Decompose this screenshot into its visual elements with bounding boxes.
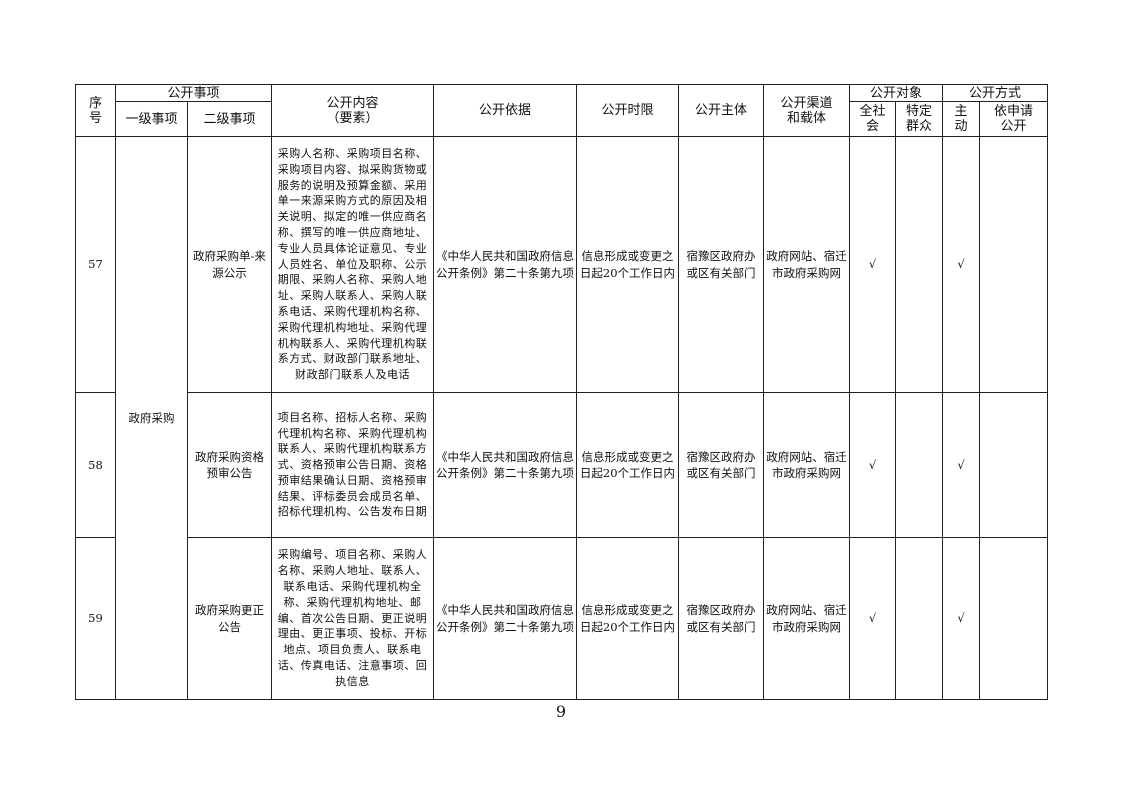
header-channel: 公开渠道 和载体: [763, 84, 850, 137]
row-target-all: √: [849, 136, 896, 393]
header-target-all: 全社 会: [849, 101, 896, 137]
row-content: 采购人名称、采购项目名称、采购项目内容、拟采购货物或服务的说明及预算金额、采用单…: [271, 136, 434, 393]
table-row: 58 政府采购资格预审公告 项目名称、招标人名称、采购代理机构名称、采购代理机构…: [75, 392, 1048, 538]
row-channel: 政府网站、宿迁市政府采购网: [763, 537, 850, 700]
header-time-limit: 公开时限: [576, 84, 679, 137]
row-subject: 宿豫区政府办或区有关部门: [678, 537, 764, 700]
header-basis: 公开依据: [433, 84, 577, 137]
level1-cell: 政府采购: [115, 136, 188, 700]
row-seq: 59: [75, 537, 116, 700]
row-basis: 《中华人民共和国政府信息公开条例》第二十条第九项: [433, 136, 577, 393]
page-number: 9: [555, 702, 567, 721]
row-basis: 《中华人民共和国政府信息公开条例》第二十条第九项: [433, 392, 577, 538]
row-time-limit: 信息形成或变更之日起20个工作日内: [576, 392, 679, 538]
header-method: 公开方式: [942, 84, 1048, 102]
header-method-request: 依申请 公开: [979, 101, 1048, 137]
header-method-active: 主 动: [942, 101, 980, 137]
header-content: 公开内容 （要素）: [271, 84, 434, 137]
row-method-active: √: [942, 136, 980, 393]
row-level2: 政府采购单-来源公示: [187, 136, 272, 393]
row-content: 采购编号、项目名称、采购人名称、采购人地址、联系人、联系电话、采购代理机构全称、…: [271, 537, 434, 700]
row-content: 项目名称、招标人名称、采购代理机构名称、采购代理机构联系人、采购代理机构联系方式…: [271, 392, 434, 538]
header-seq: 序 号: [75, 84, 116, 137]
row-time-limit: 信息形成或变更之日起20个工作日内: [576, 136, 679, 393]
table-row: 59 政府采购更正公告 采购编号、项目名称、采购人名称、采购人地址、联系人、联系…: [75, 537, 1048, 700]
row-subject: 宿豫区政府办或区有关部门: [678, 136, 764, 393]
header-matter: 公开事项: [115, 84, 272, 102]
row-time-limit: 信息形成或变更之日起20个工作日内: [576, 537, 679, 700]
row-method-active: √: [942, 537, 980, 700]
row-subject: 宿豫区政府办或区有关部门: [678, 392, 764, 538]
disclosure-table: 序 号 公开事项 公开内容 （要素） 公开依据 公开时限 公开主体 公开渠道 和…: [75, 84, 1048, 700]
row-method-request: [979, 537, 1048, 700]
header-level1: 一级事项: [115, 101, 188, 137]
header-level2: 二级事项: [187, 101, 272, 137]
row-target-specific: [895, 392, 943, 538]
header-target-specific: 特定 群众: [895, 101, 943, 137]
row-target-all: √: [849, 537, 896, 700]
row-method-request: [979, 392, 1048, 538]
row-seq: 58: [75, 392, 116, 538]
row-target-specific: [895, 537, 943, 700]
row-channel: 政府网站、宿迁市政府采购网: [763, 136, 850, 393]
table-row: 57 政府采购 政府采购单-来源公示 采购人名称、采购项目名称、采购项目内容、拟…: [75, 136, 1048, 700]
header-subject: 公开主体: [678, 84, 764, 137]
row-method-active: √: [942, 392, 980, 538]
row-level2: 政府采购资格预审公告: [187, 392, 272, 538]
row-method-request: [979, 136, 1048, 393]
row-seq: 57: [75, 136, 116, 393]
row-target-specific: [895, 136, 943, 393]
row-basis: 《中华人民共和国政府信息公开条例》第二十条第九项: [433, 537, 577, 700]
header-target: 公开对象: [849, 84, 943, 102]
row-target-all: √: [849, 392, 896, 538]
row-channel: 政府网站、宿迁市政府采购网: [763, 392, 850, 538]
row-level2: 政府采购更正公告: [187, 537, 272, 700]
